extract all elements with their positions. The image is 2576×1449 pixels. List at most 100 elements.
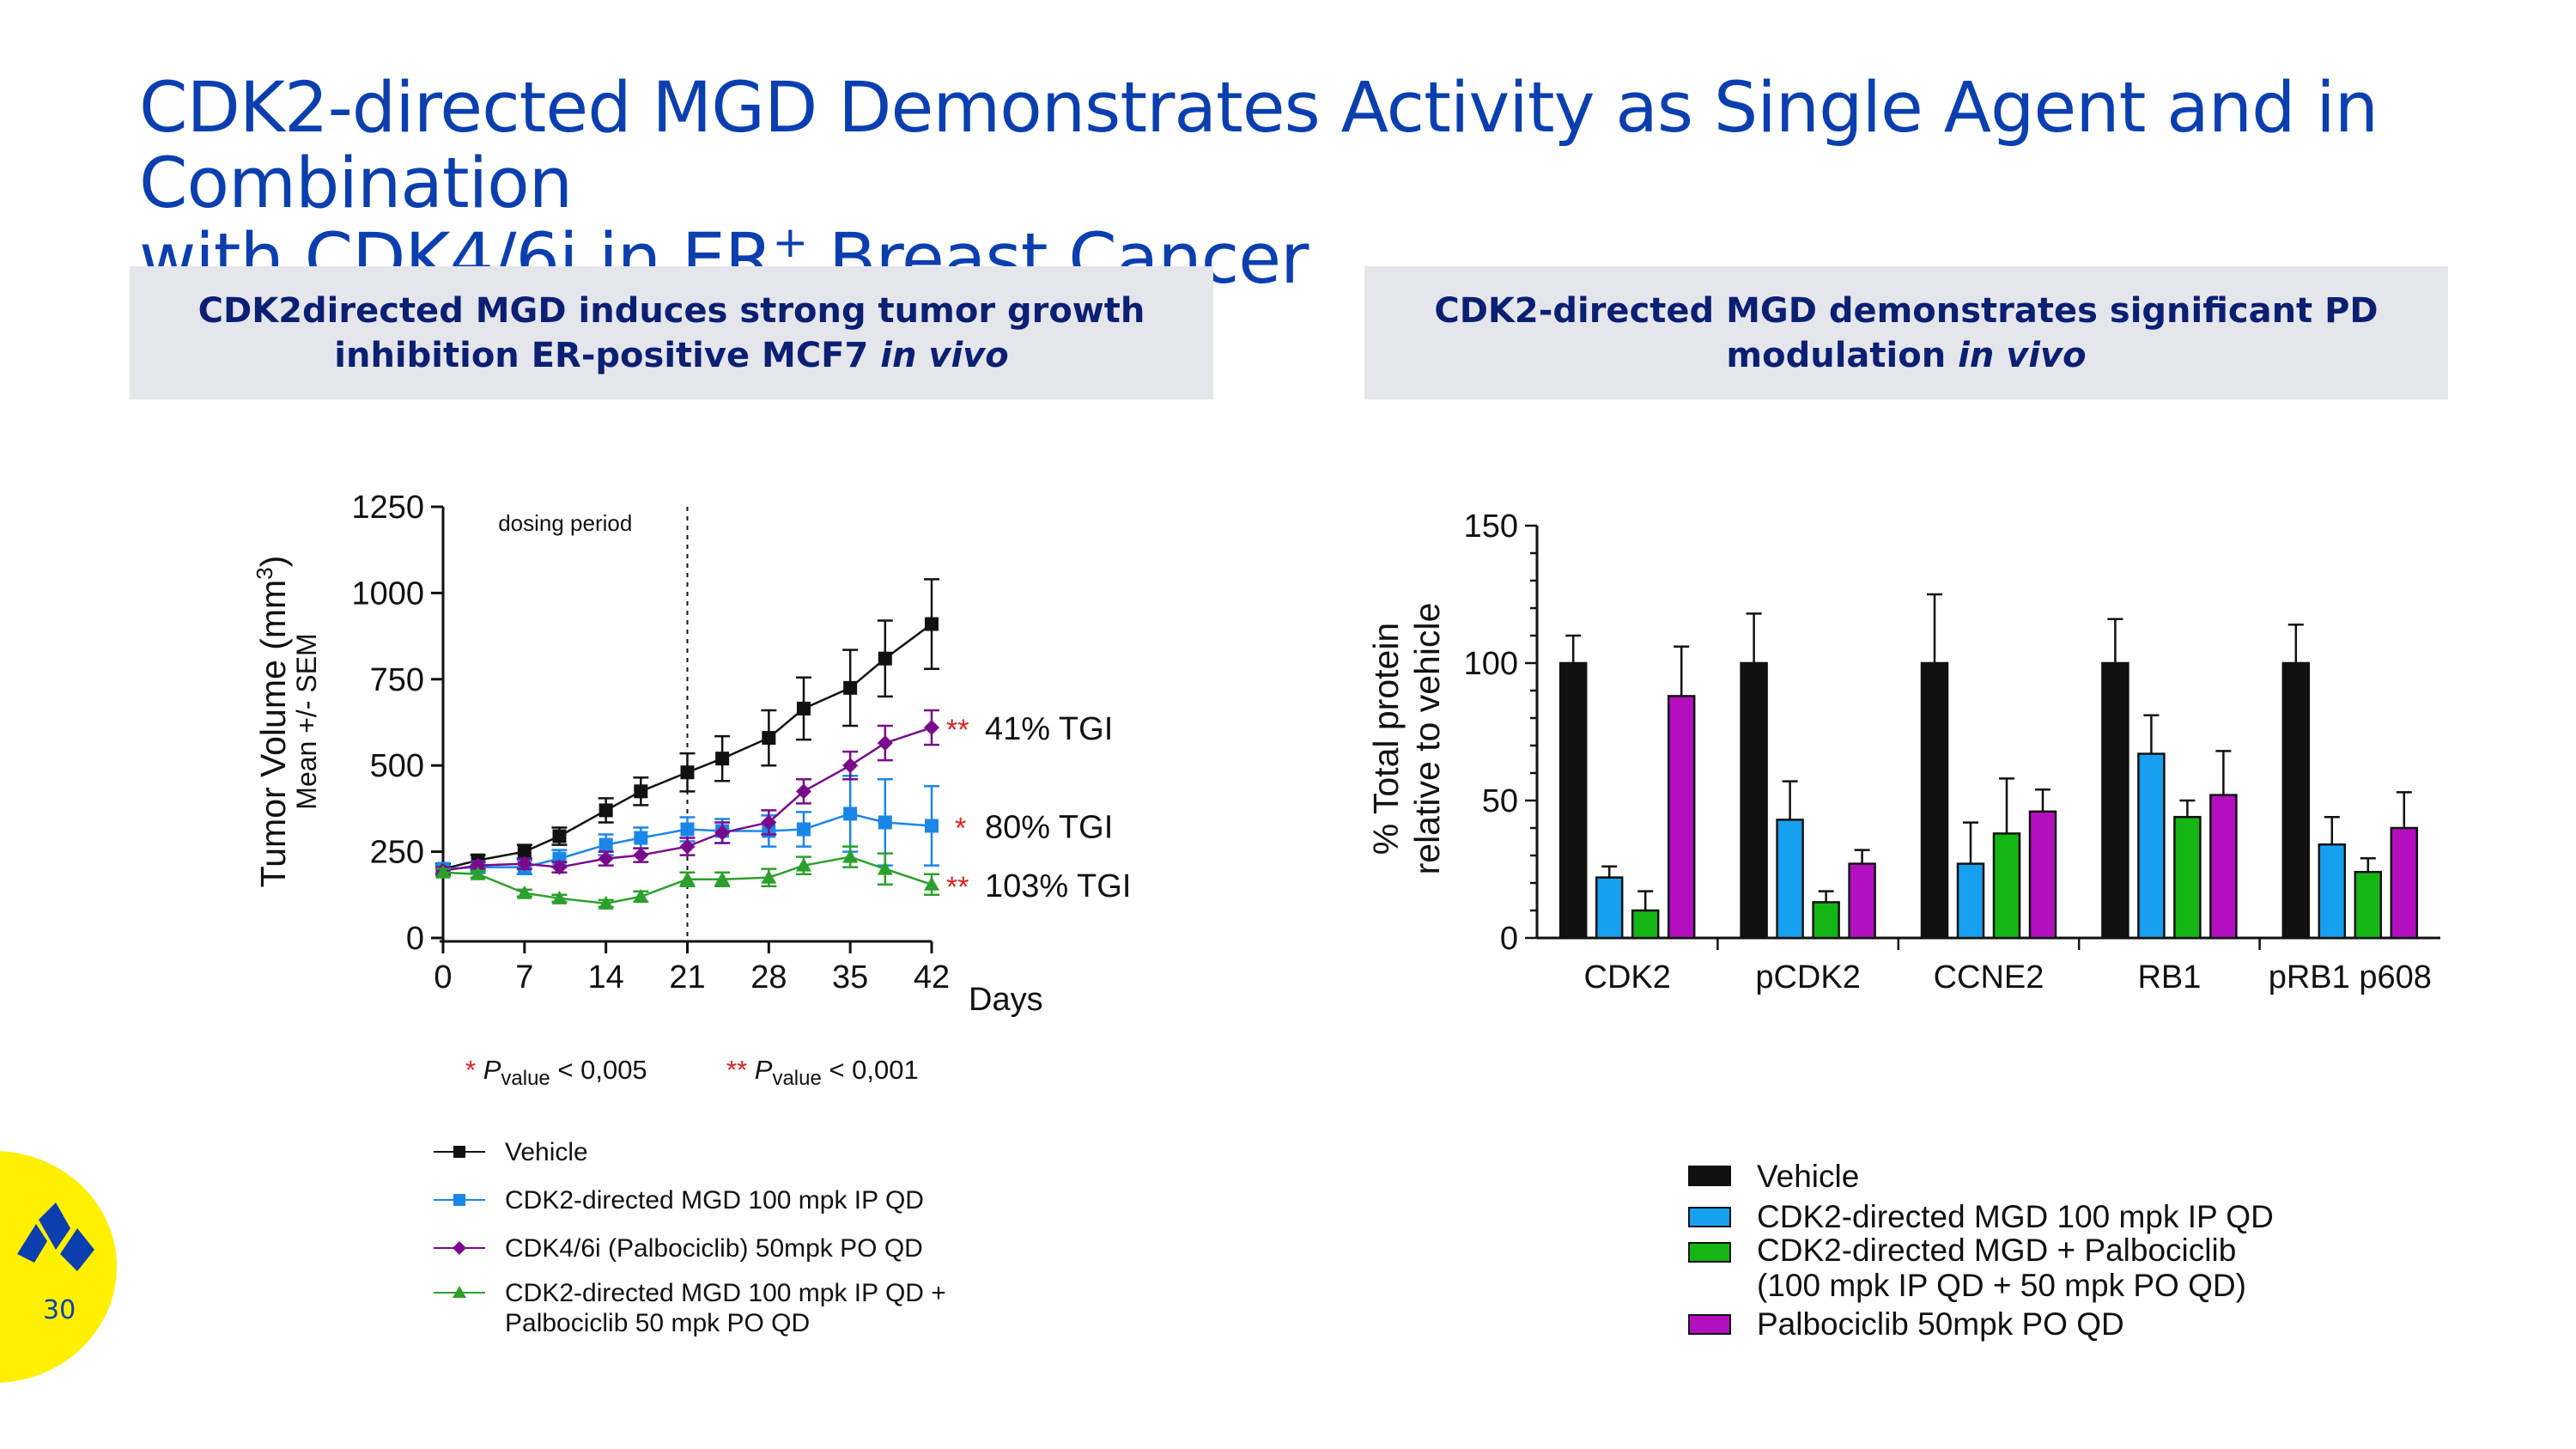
line-xtick-label: 0 [434, 959, 452, 995]
ylabel-close: ) [252, 555, 293, 568]
series-point [551, 859, 568, 875]
left-panel-line-2: inhibition ER-positive MCF7 in vivo [130, 333, 1213, 378]
series-point [598, 895, 614, 910]
bar [2028, 810, 2057, 940]
line-ytick-label: 0 [406, 921, 424, 957]
pvalue-note: * Pvalue < 0,005 [465, 1055, 647, 1091]
tgi-label: 80% TGI [985, 809, 1113, 845]
right-panel-line-2: modulation in vivo [1364, 333, 2448, 378]
series-point [924, 876, 939, 891]
bar [1848, 862, 1876, 940]
bar-chart-ylabel: % Total protein relative to vehicle [1365, 603, 1448, 875]
pvalue-single-text: < 0,005 [550, 1055, 647, 1085]
series-point [634, 831, 648, 845]
series-point [795, 857, 811, 872]
line-legend-markers [434, 1146, 485, 1298]
line-ytick-label: 1000 [351, 575, 424, 612]
bar [2354, 870, 2383, 940]
bar [1558, 661, 1588, 940]
bar [1956, 862, 1985, 940]
legend-bar-combo-label-1: CDK2-directed MGD + Palbociclib [1757, 1233, 2237, 1268]
series-point [925, 819, 939, 833]
series-point [470, 857, 486, 874]
pvalue-double-text: < 0,001 [821, 1055, 919, 1085]
ylabel-text: Tumor Volume (mm [252, 579, 293, 888]
bar-ytick-label: 50 [1482, 783, 1518, 819]
bar [2390, 826, 2419, 940]
legend-bar-palbo-label: Palbociclib 50mpk PO QD [1757, 1306, 2124, 1342]
title-line-1: CDK2-directed MGD Demonstrates Activity … [139, 68, 2379, 224]
legend-bar-mgd-swatch [1688, 1207, 1731, 1227]
series-point [843, 680, 858, 695]
legend-palbo-label: CDK4/6i (Palbociclib) 50mpk PO QD [505, 1234, 923, 1263]
bar [2173, 815, 2202, 940]
series-point [680, 765, 695, 780]
legend-vehicle-label: Vehicle [505, 1138, 588, 1166]
pvalue-single-star: * [465, 1055, 477, 1085]
bar-category-label: pRB1 p608 [2269, 959, 2432, 995]
line-xlabel: Days [969, 982, 1043, 1018]
series-point [761, 869, 777, 884]
line-chart-ylabel-main: Tumor Volume (mm3) [246, 555, 293, 888]
bar [1920, 661, 1949, 940]
line-ytick-label: 1250 [351, 490, 424, 526]
page-number: 30 [43, 1295, 76, 1325]
bar-category-label: CDK2 [1584, 959, 1671, 995]
legend-mgd-marker [453, 1194, 465, 1206]
line-xtick-label: 14 [588, 959, 624, 995]
series-point [925, 617, 939, 631]
series-point [633, 847, 649, 863]
series-point [762, 731, 776, 746]
series-point [552, 829, 567, 843]
bar [2137, 752, 2166, 940]
series-point [796, 822, 811, 837]
series-point [633, 888, 649, 903]
bar [1667, 695, 1696, 940]
line-xtick-label: 42 [914, 959, 950, 995]
series-point [795, 783, 811, 800]
series-point [924, 720, 939, 736]
series-point [714, 871, 731, 886]
series-point [679, 838, 696, 855]
pvalue-single-p: P [483, 1055, 501, 1085]
legend-bar-mgd-label: CDK2-directed MGD 100 mpk IP QD [1757, 1199, 2274, 1234]
bar [1992, 832, 2021, 940]
bar-ytick-label: 0 [1500, 921, 1518, 957]
series-point [598, 850, 614, 867]
right-panel-italic: in vivo [1958, 335, 2087, 375]
series-point [715, 752, 730, 766]
line-xtick-label: 7 [515, 959, 533, 995]
bar [2281, 661, 2311, 940]
legend-bar-combo-swatch [1688, 1242, 1731, 1263]
series-point [516, 885, 532, 899]
left-panel-italic: in vivo [880, 335, 1009, 375]
series-point [634, 784, 648, 799]
logo-icon [17, 1202, 94, 1271]
bar-ytick-label: 100 [1464, 646, 1518, 682]
series-point [878, 651, 892, 666]
legend-bar-combo-label-2: (100 mpk IP QD + 50 mpk PO QD) [1757, 1268, 2246, 1303]
right-panel-line-2-a: modulation [1726, 335, 1959, 375]
legend-combo-label-1: CDK2-directed MGD 100 mpk IP QD + [505, 1279, 946, 1307]
left-panel-line-2-a: inhibition ER-positive MCF7 [334, 335, 881, 375]
tgi-stars: ** [946, 871, 969, 904]
bar-ylabel-line-2: relative to vehicle [1407, 602, 1447, 875]
bar [1740, 661, 1768, 940]
bar [1631, 909, 1660, 940]
legend-vehicle-marker [453, 1146, 465, 1158]
tgi-stars: ** [946, 714, 969, 746]
series-point [877, 861, 893, 875]
series-point [842, 849, 859, 863]
pvalue-double-star: ** [726, 1055, 748, 1085]
legend-bar-vehicle-label: Vehicle [1757, 1159, 1860, 1194]
line-chart-ylabel: Tumor Volume (mm3) Mean +/- SEM [246, 555, 322, 888]
pvalue-double-p: P [754, 1055, 773, 1085]
line-ytick-label: 750 [370, 662, 424, 698]
right-panel-line-1: CDK2-directed MGD demonstrates significa… [1434, 290, 2379, 331]
series-point [679, 871, 696, 886]
left-panel-line-1: CDK2directed MGD induces strong tumor gr… [197, 290, 1145, 331]
bar-ytick-label: 150 [1464, 508, 1518, 545]
legend-combo-label-2: Palbociclib 50 mpk PO QD [505, 1309, 811, 1337]
bar [2101, 661, 2129, 940]
series-point [761, 814, 777, 831]
